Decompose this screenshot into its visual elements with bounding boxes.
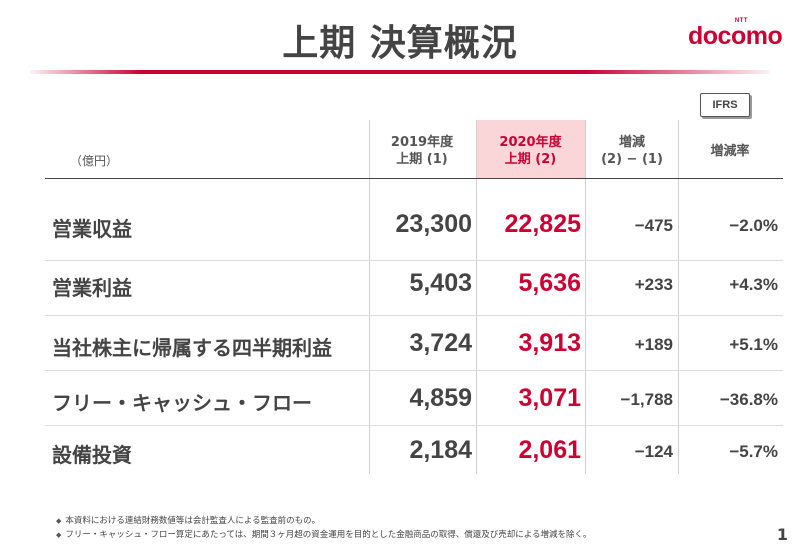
unit-label: （億円） (70, 154, 119, 168)
docomo-logo: NTT docomo (688, 18, 788, 52)
row-divider (45, 370, 783, 371)
row-label-free-cash-flow: フリー・キャッシュ・フロー (52, 391, 312, 415)
value-rate: −2.0% (729, 216, 778, 235)
row-label-revenue: 営業収益 (52, 217, 132, 241)
value-rate: −5.7% (729, 442, 778, 461)
column-divider (585, 120, 586, 474)
header-fy2019-line1: 2019年度 (390, 135, 454, 150)
diamond-bullet-icon: ◆ (56, 517, 62, 525)
value-fy2019: 5,403 (409, 269, 472, 297)
column-divider (476, 120, 477, 474)
value-diff: −475 (634, 216, 673, 235)
row-label-capex: 設備投資 (52, 443, 132, 467)
value-rate: +5.1% (729, 335, 778, 354)
row-divider (45, 315, 783, 316)
header-diff: 増減 (2) − (1) (587, 134, 677, 168)
header-diff-line1: 増減 (618, 135, 645, 150)
header-diff-line2: (2) − (1) (601, 152, 663, 167)
diamond-bullet-icon: ◆ (56, 531, 62, 539)
value-rate: −36.8% (719, 390, 778, 409)
header-fy2020: 2020年度 上期 (2) (478, 134, 583, 168)
row-divider (45, 425, 783, 426)
fy2020-header-highlight (476, 120, 585, 178)
value-diff: −1,788 (620, 390, 673, 409)
value-fy2019: 4,859 (409, 384, 472, 412)
value-fy2020: 5,636 (518, 269, 581, 297)
logo-wordmark: docomo (688, 22, 783, 50)
footnote-text: 本資料における連結財務数値等は会計監査人による監査前のもの。 (65, 516, 321, 526)
header-rate: 増減率 (680, 143, 780, 160)
value-diff: +233 (634, 275, 673, 294)
header-rate-line1: 増減率 (710, 144, 750, 159)
title-divider (30, 70, 770, 74)
value-diff: +189 (634, 335, 673, 354)
column-divider (678, 120, 679, 474)
value-fy2020: 22,825 (504, 210, 581, 238)
row-label-net-profit: 当社株主に帰属する四半期利益 (52, 336, 332, 360)
page-number: 1 (776, 525, 788, 544)
value-diff: −124 (634, 442, 673, 461)
header-fy2020-line1: 2020年度 (499, 135, 562, 150)
ifrs-badge: IFRS (700, 93, 750, 117)
row-label-operating-profit: 営業利益 (52, 276, 132, 300)
header-fy2019: 2019年度 上期 (1) (372, 134, 472, 168)
header-divider (45, 178, 783, 179)
header-fy2019-line2: 上期 (1) (396, 152, 448, 167)
footnote: ◆ フリー・キャッシュ・フロー算定にあたっては、期間３ヶ月超の資金運用を目的とした… (56, 528, 592, 540)
value-rate: +4.3% (729, 275, 778, 294)
value-fy2020: 2,061 (518, 436, 581, 464)
value-fy2019: 2,184 (409, 436, 472, 464)
value-fy2019: 3,724 (409, 329, 472, 357)
footnote-text: フリー・キャッシュ・フロー算定にあたっては、期間３ヶ月超の資金運用を目的とした金… (65, 530, 592, 540)
column-divider (369, 120, 370, 474)
footnote: ◆ 本資料における連結財務数値等は会計監査人による監査前のもの。 (56, 514, 320, 526)
value-fy2020: 3,913 (518, 329, 581, 357)
page-title: 上期 決算概況 (282, 23, 518, 64)
logo-ntt-text: NTT (734, 18, 748, 24)
header-fy2020-line2: 上期 (2) (504, 152, 557, 167)
value-fy2020: 3,071 (518, 384, 581, 412)
value-fy2019: 23,300 (395, 210, 472, 238)
row-divider (45, 260, 783, 261)
